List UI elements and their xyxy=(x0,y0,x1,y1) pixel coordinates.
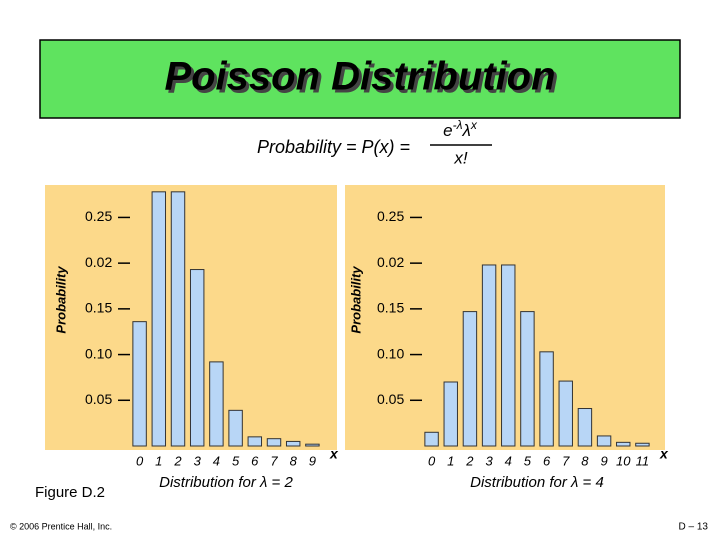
bar xyxy=(209,361,224,447)
title-box xyxy=(39,39,681,119)
formula-denominator: x! xyxy=(453,148,468,167)
bar xyxy=(616,441,631,447)
y-axis-label: Probability xyxy=(53,266,68,334)
x-tick-label: 7 xyxy=(562,453,570,468)
formula-lhs: Probability = P(x) = xyxy=(257,137,410,157)
y-axis-label: Probability xyxy=(348,266,363,334)
x-tick-label: 8 xyxy=(290,453,298,468)
x-axis-label: x xyxy=(659,446,669,462)
bar xyxy=(635,442,650,447)
formula-part: e xyxy=(443,121,452,140)
x-tick-label: 7 xyxy=(270,453,278,468)
x-tick-label: 4 xyxy=(213,453,220,468)
bar xyxy=(577,408,593,447)
page-number: D – 13 xyxy=(679,522,709,533)
y-tick-label: 0.10 xyxy=(85,345,112,361)
formula-numerator: e-λλx xyxy=(443,118,478,140)
bar xyxy=(443,381,458,447)
bar xyxy=(462,311,478,447)
bar xyxy=(170,191,186,447)
bar xyxy=(481,264,497,447)
x-tick-label: 1 xyxy=(447,453,454,468)
x-tick-label: 9 xyxy=(600,453,607,468)
copyright: © 2006 Prentice Hall, Inc. xyxy=(10,521,112,531)
y-tick-label: 0.10 xyxy=(377,345,404,361)
formula-part: -λ xyxy=(453,118,463,132)
x-tick-label: 3 xyxy=(485,453,493,468)
x-tick-label: 11 xyxy=(636,453,650,468)
bar xyxy=(520,311,535,447)
x-tick-label: 1 xyxy=(155,453,162,468)
x-tick-label: 6 xyxy=(543,453,551,468)
bar xyxy=(151,191,167,447)
x-tick-label: 6 xyxy=(251,453,259,468)
y-tick-label: 0.05 xyxy=(377,391,404,407)
y-tick-label: 0.05 xyxy=(85,391,112,407)
formula-part: x xyxy=(470,118,478,132)
figure-label: Figure D.2 xyxy=(35,484,105,501)
bar xyxy=(596,435,612,447)
bar xyxy=(424,431,439,447)
bar xyxy=(247,436,263,447)
x-axis-label: x xyxy=(329,446,339,462)
x-tick-label: 0 xyxy=(136,453,144,468)
x-tick-label: 3 xyxy=(194,453,202,468)
bar xyxy=(189,269,205,447)
x-tick-label: 0 xyxy=(428,453,436,468)
formula-part: λ xyxy=(462,121,471,140)
y-tick-label: 0.02 xyxy=(377,254,404,270)
caption: Distribution for λ = 4 xyxy=(470,474,604,491)
x-tick-label: 8 xyxy=(581,453,589,468)
x-tick-label: 5 xyxy=(524,453,532,468)
bar xyxy=(266,438,282,447)
bar xyxy=(558,380,573,447)
bar xyxy=(285,440,301,447)
y-tick-label: 0.25 xyxy=(377,208,404,224)
y-tick-label: 0.15 xyxy=(377,300,404,316)
x-tick-label: 5 xyxy=(232,453,240,468)
bar xyxy=(228,409,243,447)
title: Poisson Distribution xyxy=(164,55,555,99)
x-tick-label: 2 xyxy=(465,453,474,468)
bar xyxy=(501,264,516,447)
caption: Distribution for λ = 2 xyxy=(159,474,293,491)
bar xyxy=(305,443,320,447)
x-tick-label: 2 xyxy=(173,453,182,468)
bar xyxy=(539,351,554,447)
y-tick-label: 0.15 xyxy=(85,300,112,316)
bar xyxy=(132,321,147,447)
y-tick-label: 0.02 xyxy=(85,254,112,270)
x-tick-label: 4 xyxy=(505,453,512,468)
x-tick-label: 10 xyxy=(616,453,631,468)
x-tick-label: 9 xyxy=(309,453,316,468)
y-tick-label: 0.25 xyxy=(85,208,112,224)
title-shadow: Poisson Distribution xyxy=(167,58,558,102)
